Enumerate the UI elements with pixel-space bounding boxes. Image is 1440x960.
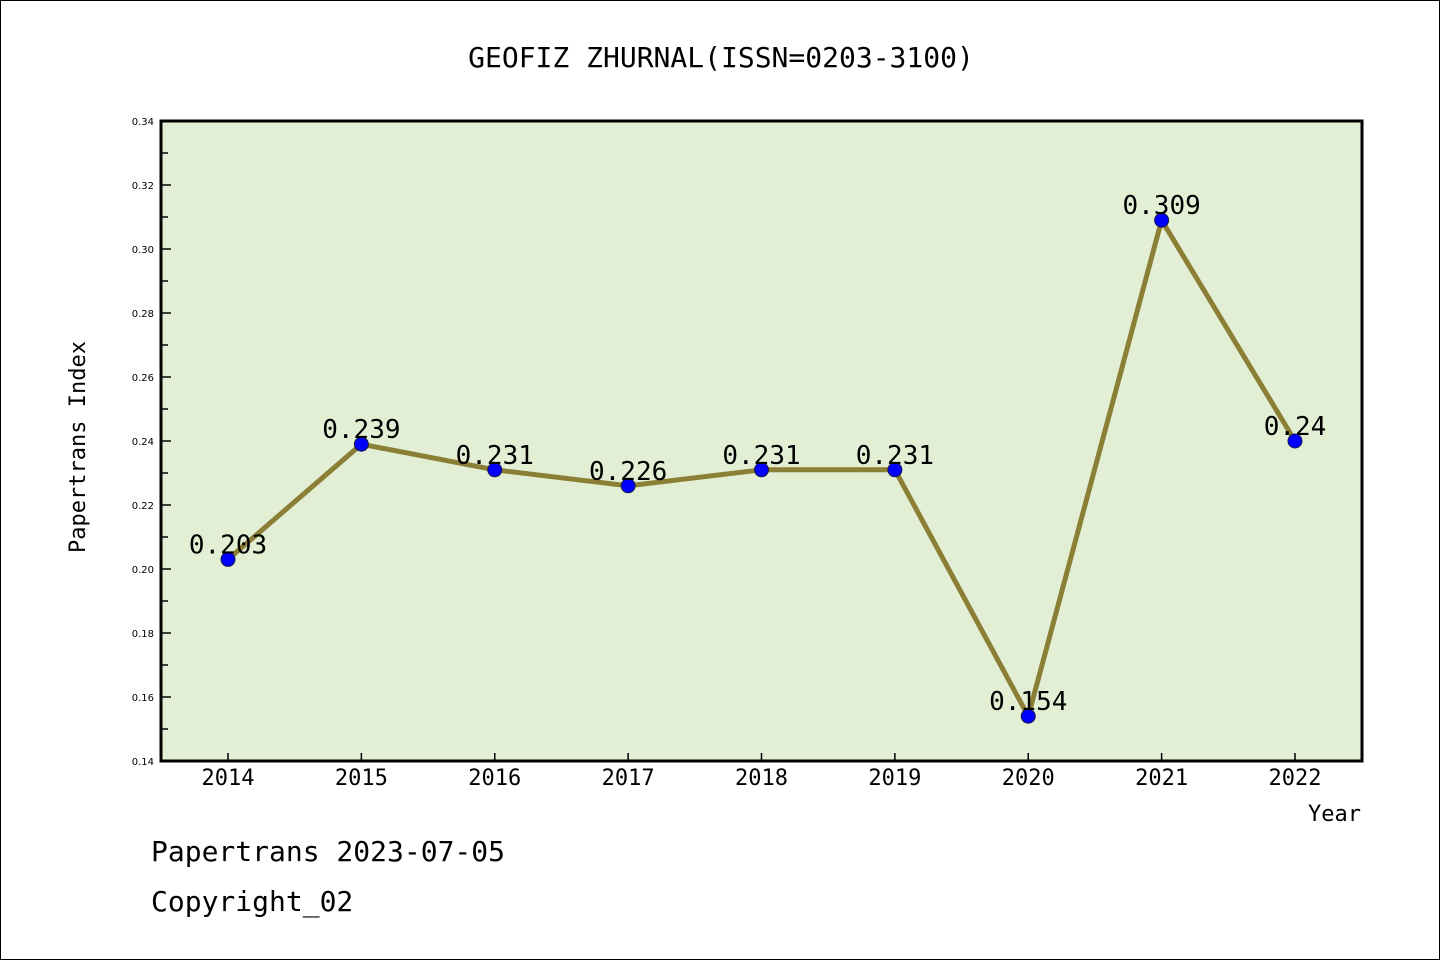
data-label: 0.239 <box>322 415 400 445</box>
data-label: 0.231 <box>722 441 800 471</box>
y-tick-label: 0.20 <box>132 565 154 576</box>
y-tick-label: 0.30 <box>132 245 154 256</box>
x-tick-label: 2015 <box>335 766 388 791</box>
x-tick-label: 2017 <box>602 766 655 791</box>
data-point <box>1020 708 1036 724</box>
data-point <box>754 462 769 478</box>
y-tick-label: 0.34 <box>132 117 154 128</box>
data-point <box>1287 433 1303 449</box>
x-tick-label: 2021 <box>1135 766 1188 791</box>
data-label: 0.226 <box>589 457 667 487</box>
y-tick-label: 0.22 <box>132 501 154 512</box>
y-tick-label: 0.26 <box>132 373 154 384</box>
data-label: 0.231 <box>456 441 534 471</box>
x-tick-label: 2016 <box>468 766 521 791</box>
data-point <box>487 462 503 478</box>
plot-frame <box>159 119 1364 763</box>
data-label: 0.309 <box>1122 191 1200 221</box>
x-tick-label: 2018 <box>735 766 788 791</box>
data-label: 0.231 <box>856 441 934 471</box>
data-label: 0.154 <box>989 687 1067 717</box>
footer-date: Papertrans 2023-07-05 <box>151 835 506 868</box>
data-label: 0.203 <box>189 530 267 560</box>
data-point <box>220 551 236 567</box>
x-tick-label: 2022 <box>1269 766 1322 791</box>
data-point <box>620 478 636 494</box>
footer-copyright: Copyright_02 <box>151 885 354 918</box>
y-tick-label: 0.32 <box>132 181 154 192</box>
data-point <box>353 436 369 452</box>
y-tick-label: 0.24 <box>132 437 154 448</box>
chart-title: GEOFIZ ZHURNAL(ISSN=0203-3100) <box>468 41 974 74</box>
y-axis-label: Papertrans Index <box>66 341 91 553</box>
data-point <box>887 462 903 478</box>
y-tick-label: 0.18 <box>132 629 154 640</box>
data-label: 0.24 <box>1264 412 1327 442</box>
data-point <box>1154 212 1170 228</box>
y-tick-label: 0.14 <box>132 757 154 768</box>
y-tick-label: 0.16 <box>132 693 154 704</box>
y-tick-label: 0.28 <box>132 309 154 320</box>
x-tick-label: 2019 <box>868 766 921 791</box>
x-tick-label: 2020 <box>1002 766 1055 791</box>
x-axis-label: Year <box>1308 802 1361 827</box>
x-tick-label: 2014 <box>202 766 255 791</box>
